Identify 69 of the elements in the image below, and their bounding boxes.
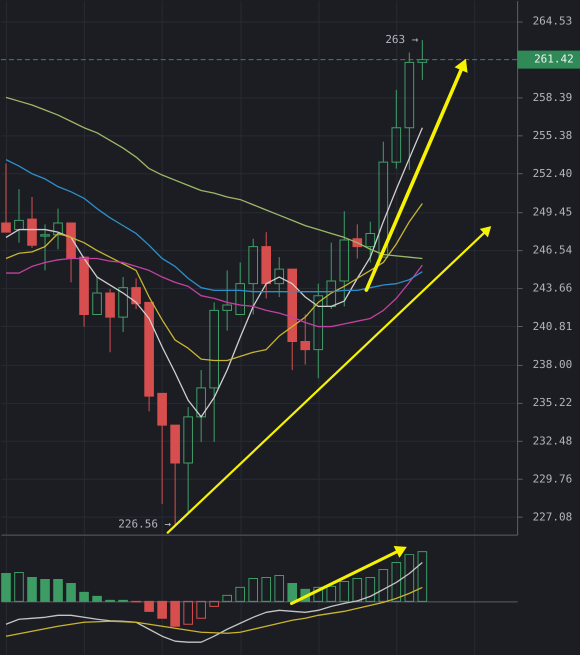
line-series: [5, 127, 423, 418]
bar: [40, 578, 50, 602]
candlestick: [248, 238, 258, 315]
candlestick: [404, 52, 414, 170]
y-tick-label: 258.39: [532, 91, 572, 104]
y-tick-label: 243.66: [532, 282, 572, 295]
bar: [53, 578, 63, 602]
candlestick: [418, 40, 428, 80]
line-series: [5, 158, 423, 292]
candlestick: [118, 276, 128, 332]
candlestick: [261, 232, 272, 299]
bar: [157, 600, 167, 619]
y-tick-label: 232.48: [532, 434, 572, 448]
bar: [261, 576, 272, 602]
candlestick: [196, 370, 206, 442]
candlestick: [209, 302, 219, 442]
candlestick: [392, 89, 402, 170]
bar: [287, 582, 298, 602]
bar: [274, 574, 284, 602]
bar: [27, 576, 37, 602]
candlestick: [14, 188, 24, 244]
bar: [170, 600, 180, 627]
line-series: [5, 96, 423, 260]
bar: [404, 554, 414, 602]
bar: [326, 586, 336, 602]
candlestick: [274, 256, 284, 298]
candlestick: [222, 270, 232, 332]
candlestick: [339, 210, 350, 307]
bar: [352, 578, 362, 602]
y-tick-label: 249.45: [532, 205, 572, 218]
bar: [222, 594, 232, 602]
candlestick: [53, 208, 63, 250]
bar: [339, 580, 350, 602]
y-tick-label: 240.81: [532, 320, 572, 333]
candlestick: [40, 224, 50, 271]
bar: [392, 562, 402, 602]
y-tick-label: 227.08: [532, 510, 572, 524]
bar: [183, 600, 193, 625]
candlestick: [365, 221, 376, 263]
bar: [92, 596, 102, 602]
bar: [313, 586, 324, 602]
candlestick: [131, 278, 141, 310]
annotation: 263 →: [385, 33, 419, 46]
bar: [248, 578, 258, 602]
y-tick-label: 229.76: [532, 472, 572, 486]
y-tick-label: 255.38: [532, 129, 572, 142]
bar: [418, 551, 428, 602]
y-tick-label: 246.54: [532, 244, 573, 257]
y-tick-label: 235.22: [532, 396, 572, 410]
bar: [196, 600, 206, 619]
bar: [144, 600, 154, 612]
bar: [209, 600, 219, 607]
candlestick: [300, 314, 310, 366]
annotation: 226.56 →: [118, 518, 172, 531]
bar: [365, 576, 376, 602]
line-series: [5, 202, 423, 362]
bar: [14, 572, 24, 602]
ref-line-label: 261.42: [534, 52, 574, 66]
bar: [79, 592, 89, 602]
candlestick: [183, 406, 193, 514]
y-tick-label: 264.53: [532, 14, 572, 28]
y-tick-label: 238.00: [532, 358, 572, 372]
bar: [235, 586, 245, 602]
line-series: [5, 258, 423, 328]
candlestick: [313, 283, 324, 379]
bar: [378, 569, 388, 602]
bar: [66, 582, 76, 602]
bar: [1, 572, 11, 602]
y-tick-label: 252.40: [532, 167, 572, 180]
